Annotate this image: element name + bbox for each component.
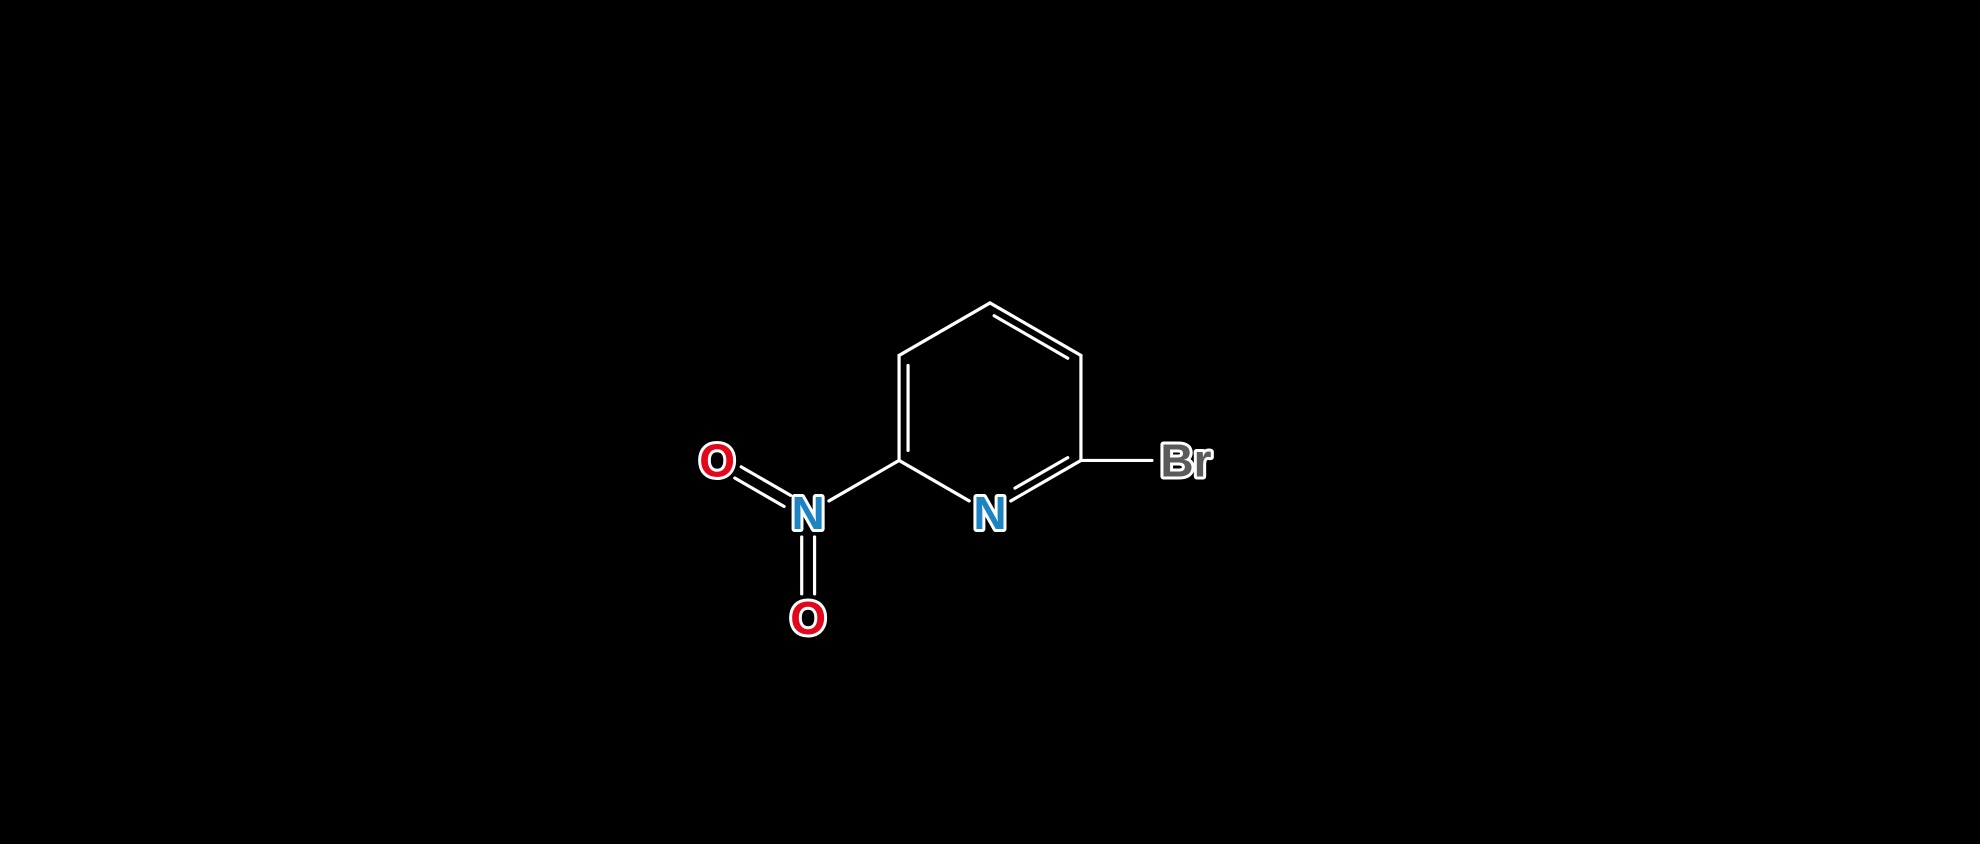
labels-group: NNBrBrNNOOOO bbox=[699, 434, 1211, 644]
svg-text:N: N bbox=[792, 487, 825, 539]
atom-O2: OO bbox=[790, 592, 826, 644]
svg-text:O: O bbox=[790, 592, 826, 644]
bond-2 bbox=[899, 303, 990, 356]
bond-8-a bbox=[741, 467, 790, 496]
atom-N7: NN bbox=[792, 487, 825, 539]
svg-text:O: O bbox=[699, 434, 735, 486]
atom-Br: BrBr bbox=[1160, 434, 1211, 486]
atom-O1: OO bbox=[699, 434, 735, 486]
bond-0 bbox=[899, 460, 969, 500]
molecule-svg: NNBrBrNNOOOO bbox=[0, 0, 1980, 844]
bond-7 bbox=[829, 460, 899, 500]
svg-text:Br: Br bbox=[1160, 434, 1211, 486]
bonds-group bbox=[735, 303, 1152, 594]
bond-8-b bbox=[735, 478, 784, 507]
bond-3-b bbox=[994, 316, 1068, 358]
svg-text:N: N bbox=[973, 487, 1006, 539]
bond-3-a bbox=[990, 303, 1081, 356]
molecule-canvas: NNBrBrNNOOOO bbox=[0, 0, 1980, 844]
bond-5-a bbox=[1011, 460, 1081, 500]
atom-N1: NN bbox=[973, 487, 1006, 539]
